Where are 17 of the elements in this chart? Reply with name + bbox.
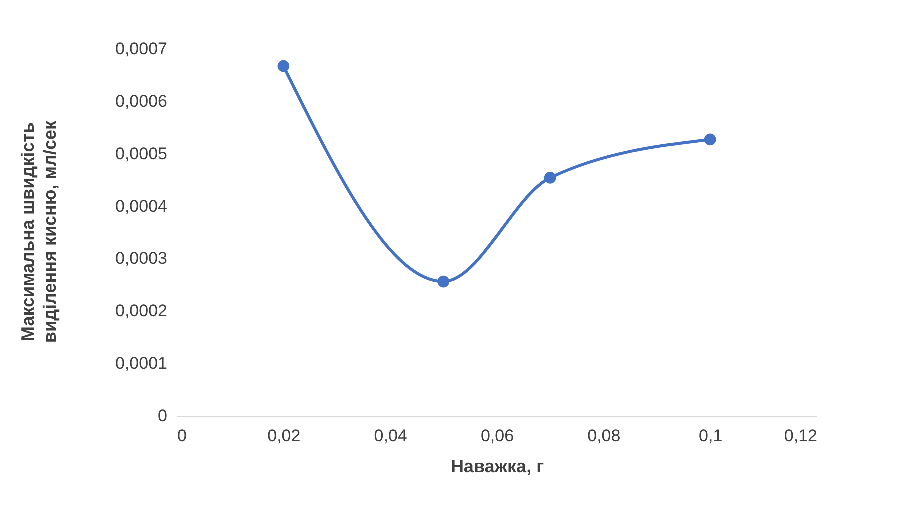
x-tick-label: 0,1: [699, 426, 723, 446]
y-tick-label: 0,0006: [116, 92, 168, 111]
x-tick-label: 0,12: [784, 426, 818, 446]
x-tick-label: 0,04: [374, 426, 408, 446]
y-tick-label: 0,0007: [116, 40, 168, 58]
x-tick-label: 0,06: [480, 426, 514, 446]
y-tick-label: 0,0005: [116, 144, 168, 164]
x-tick-label: 0: [178, 426, 187, 446]
x-tick-label: 0,08: [588, 426, 621, 446]
y-tick-label: 0,0004: [116, 196, 168, 216]
y-tick-label: 0,0002: [116, 302, 168, 321]
y-tick-label: 0: [158, 406, 168, 426]
x-tick-label: 0,02: [268, 426, 301, 446]
y-axis-title: Максимальна швидкість виділення кисню, мл/сек: [18, 120, 60, 344]
y-tick-label: 0,0003: [116, 249, 168, 268]
x-axis-title: Наважка, г: [450, 456, 545, 476]
y-tick-label: 0,0001: [116, 354, 168, 374]
